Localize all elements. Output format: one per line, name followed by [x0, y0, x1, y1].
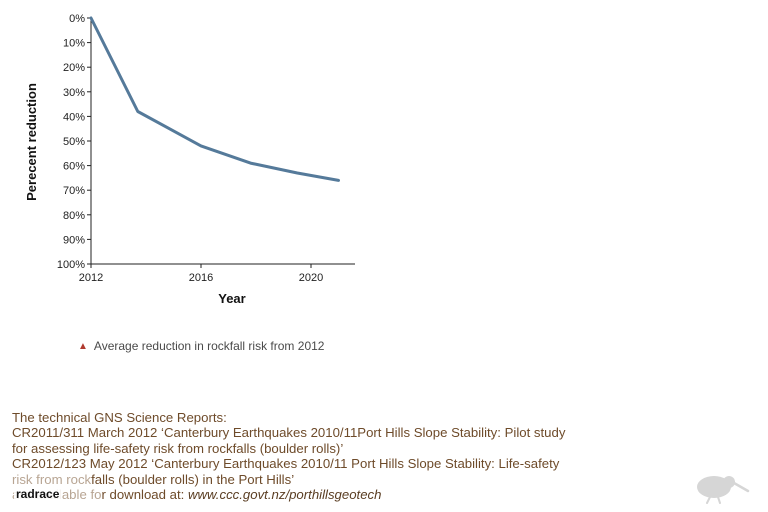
rockfall-chart: 0%10%20%30%40%50%60%70%80%90%100% 2012 20…	[24, 13, 355, 306]
references-heading: The technical GNS Science Reports:	[12, 410, 227, 425]
reference-line-5-text: r download at:	[101, 487, 188, 503]
y-tick-label: 10%	[63, 38, 85, 50]
x-tick-label: 2012	[79, 272, 103, 284]
y-tick-label: 60%	[63, 161, 85, 173]
x-tick-label: 2020	[299, 272, 323, 284]
y-axis-title: Perecent reduction	[24, 83, 39, 201]
y-axis-ticks: 0% 10% 20% 30% 40% 50% 60% 70% 80% 90% 100%	[57, 13, 91, 271]
reference-line-4: risk from rockfalls (boulder rolls) in t…	[12, 472, 762, 487]
series-layer	[89, 16, 340, 182]
legend-caption-text: Average reduction in rockfall risk from …	[93, 339, 325, 353]
kiwi-bird-icon	[697, 476, 750, 504]
download-link[interactable]: www.ccc.govt.nz/porthillsgeotech	[187, 487, 382, 503]
y-tick-label: 20%	[63, 62, 85, 74]
watermark: radrace	[14, 487, 62, 501]
series-line	[89, 16, 340, 182]
x-tick-label: 2016	[189, 272, 213, 284]
reference-line-5: are available for download at: www.ccc.g…	[12, 487, 762, 502]
reference-line-1: CR2011/311 March 2012 ‘Canterbury Earthq…	[12, 425, 566, 441]
references-block: The technical GNS Science Reports: CR201…	[12, 410, 762, 502]
reference-line-3: CR2012/123 May 2012 ‘Canterbury Earthqua…	[12, 456, 560, 472]
y-tick-label: 50%	[63, 136, 85, 148]
y-tick-label: 40%	[63, 111, 85, 123]
triangle-marker-icon: ▲	[78, 340, 88, 352]
reference-line-2: for assessing life-safety risk from rock…	[12, 440, 344, 456]
y-tick-label: 100%	[57, 259, 85, 271]
x-axis-ticks: 2012 2016 2020	[79, 264, 323, 284]
legend-caption: ▲ Average reduction in rockfall risk fro…	[78, 339, 324, 353]
y-tick-label: 30%	[63, 87, 85, 99]
y-tick-label: 70%	[63, 185, 85, 197]
x-axis-title: Year	[218, 291, 245, 306]
y-tick-label: 0%	[69, 13, 85, 25]
y-tick-label: 80%	[63, 210, 85, 222]
reference-line-4-text: falls (boulder rolls) in the Port Hills’	[91, 471, 295, 487]
y-tick-label: 90%	[63, 234, 85, 246]
reference-line-4-faded: risk from rock	[12, 471, 92, 487]
